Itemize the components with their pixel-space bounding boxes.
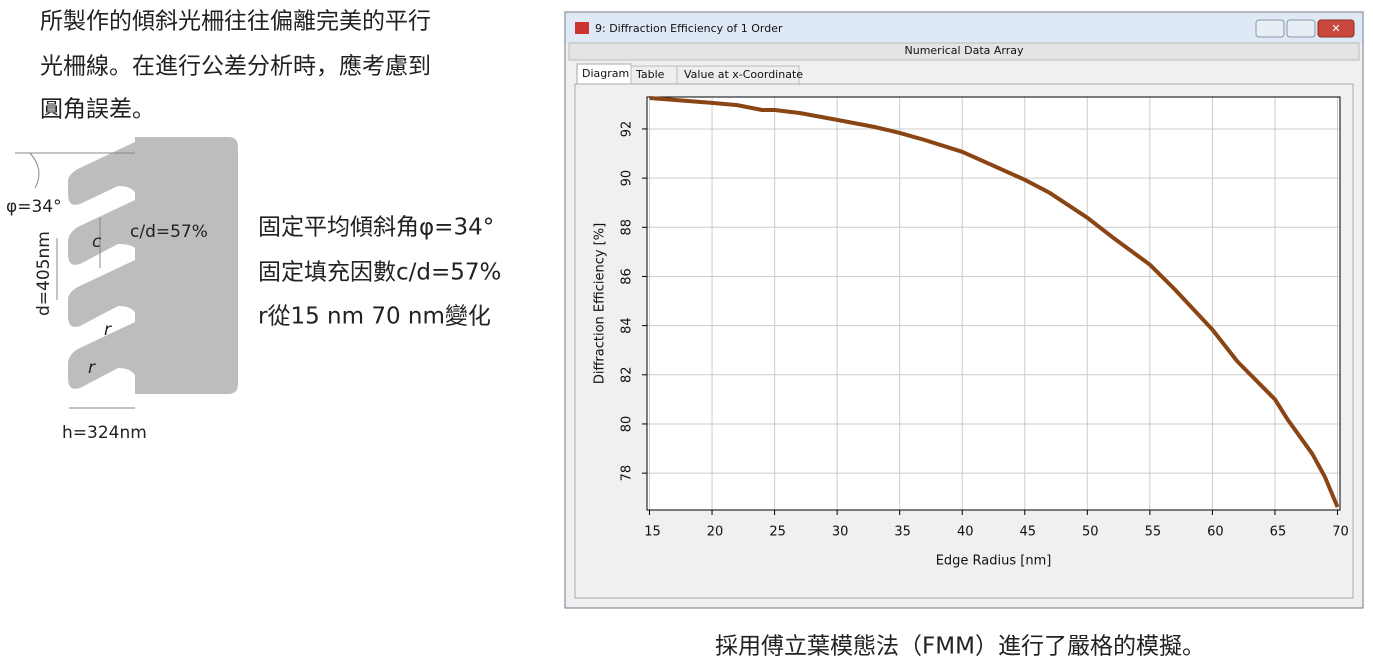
tab-label: Diagram <box>582 67 629 80</box>
cd-label: c/d=57% <box>130 222 208 242</box>
y-tick-label: 78 <box>620 465 635 482</box>
phi-label: φ=34° <box>6 197 62 217</box>
tab-label: Table <box>635 68 665 81</box>
y-tick-label: 80 <box>620 416 635 433</box>
x-tick-label: 70 <box>1332 525 1349 540</box>
x-tick-label: 20 <box>707 525 724 540</box>
intro-text: 所製作的傾斜光柵往往偏離完美的平行 <box>40 9 431 35</box>
y-tick-label: 86 <box>620 268 635 285</box>
c-label: c <box>92 232 102 252</box>
x-tick-label: 25 <box>769 525 786 540</box>
window-icon <box>575 22 589 34</box>
h-label: h=324nm <box>62 423 147 443</box>
intro-text: 光柵線。在進行公差分析時，應考慮到 <box>40 54 431 80</box>
x-tick-label: 45 <box>1019 525 1036 540</box>
minimize-button[interactable] <box>1255 19 1285 38</box>
x-tick-label: 40 <box>957 525 974 540</box>
param-text: r從15 nm 70 nm變化 <box>258 304 491 330</box>
y-tick-label: 88 <box>620 219 635 236</box>
window-title: 9: Diffraction Efficiency of 1 Order <box>595 22 783 35</box>
x-axis-label: Edge Radius [nm] <box>936 554 1052 569</box>
tab-label: Value at x-Coordinate <box>684 68 803 81</box>
intro-text: 圓角誤差。 <box>40 97 155 123</box>
y-axis-label: Diffraction Efficiency [%] <box>593 223 608 384</box>
param-text: 固定填充因數c/d=57% <box>258 260 501 286</box>
subheader-text: Numerical Data Array <box>905 44 1024 57</box>
y-tick-label: 92 <box>620 121 635 138</box>
y-tick-label: 82 <box>620 367 635 384</box>
d-label: d=405nm <box>34 231 54 316</box>
data-line <box>649 96 1340 508</box>
x-tick-label: 35 <box>894 525 911 540</box>
close-button[interactable] <box>1317 19 1355 38</box>
x-tick-label: 15 <box>644 525 661 540</box>
title-bar <box>566 13 1362 43</box>
grating-shape <box>68 137 238 394</box>
y-tick-label: 84 <box>620 317 635 334</box>
plot-area <box>647 97 1340 510</box>
plot-frame <box>646 96 1341 511</box>
angle-arc <box>29 152 40 189</box>
param-text: 固定平均傾斜角φ=34° <box>258 215 494 241</box>
x-tick-label: 50 <box>1082 525 1099 540</box>
close-icon: ✕ <box>1331 22 1340 35</box>
r-label: r <box>88 358 96 378</box>
y-tick-label: 90 <box>620 170 635 187</box>
x-tick-label: 65 <box>1270 525 1287 540</box>
x-tick-label: 60 <box>1207 525 1224 540</box>
chart: 78 80 82 84 86 88 90 92 15 20 25 30 35 40 45 50 55 60 65 70… <box>593 96 1349 569</box>
maximize-button[interactable] <box>1286 19 1316 38</box>
x-tick-label: 30 <box>832 525 849 540</box>
caption: 採用傅立葉模態法（FMM）進行了嚴格的模擬。 <box>715 634 1205 660</box>
r-label: r <box>104 320 112 340</box>
x-tick-label: 55 <box>1145 525 1162 540</box>
subheader <box>568 42 1360 61</box>
